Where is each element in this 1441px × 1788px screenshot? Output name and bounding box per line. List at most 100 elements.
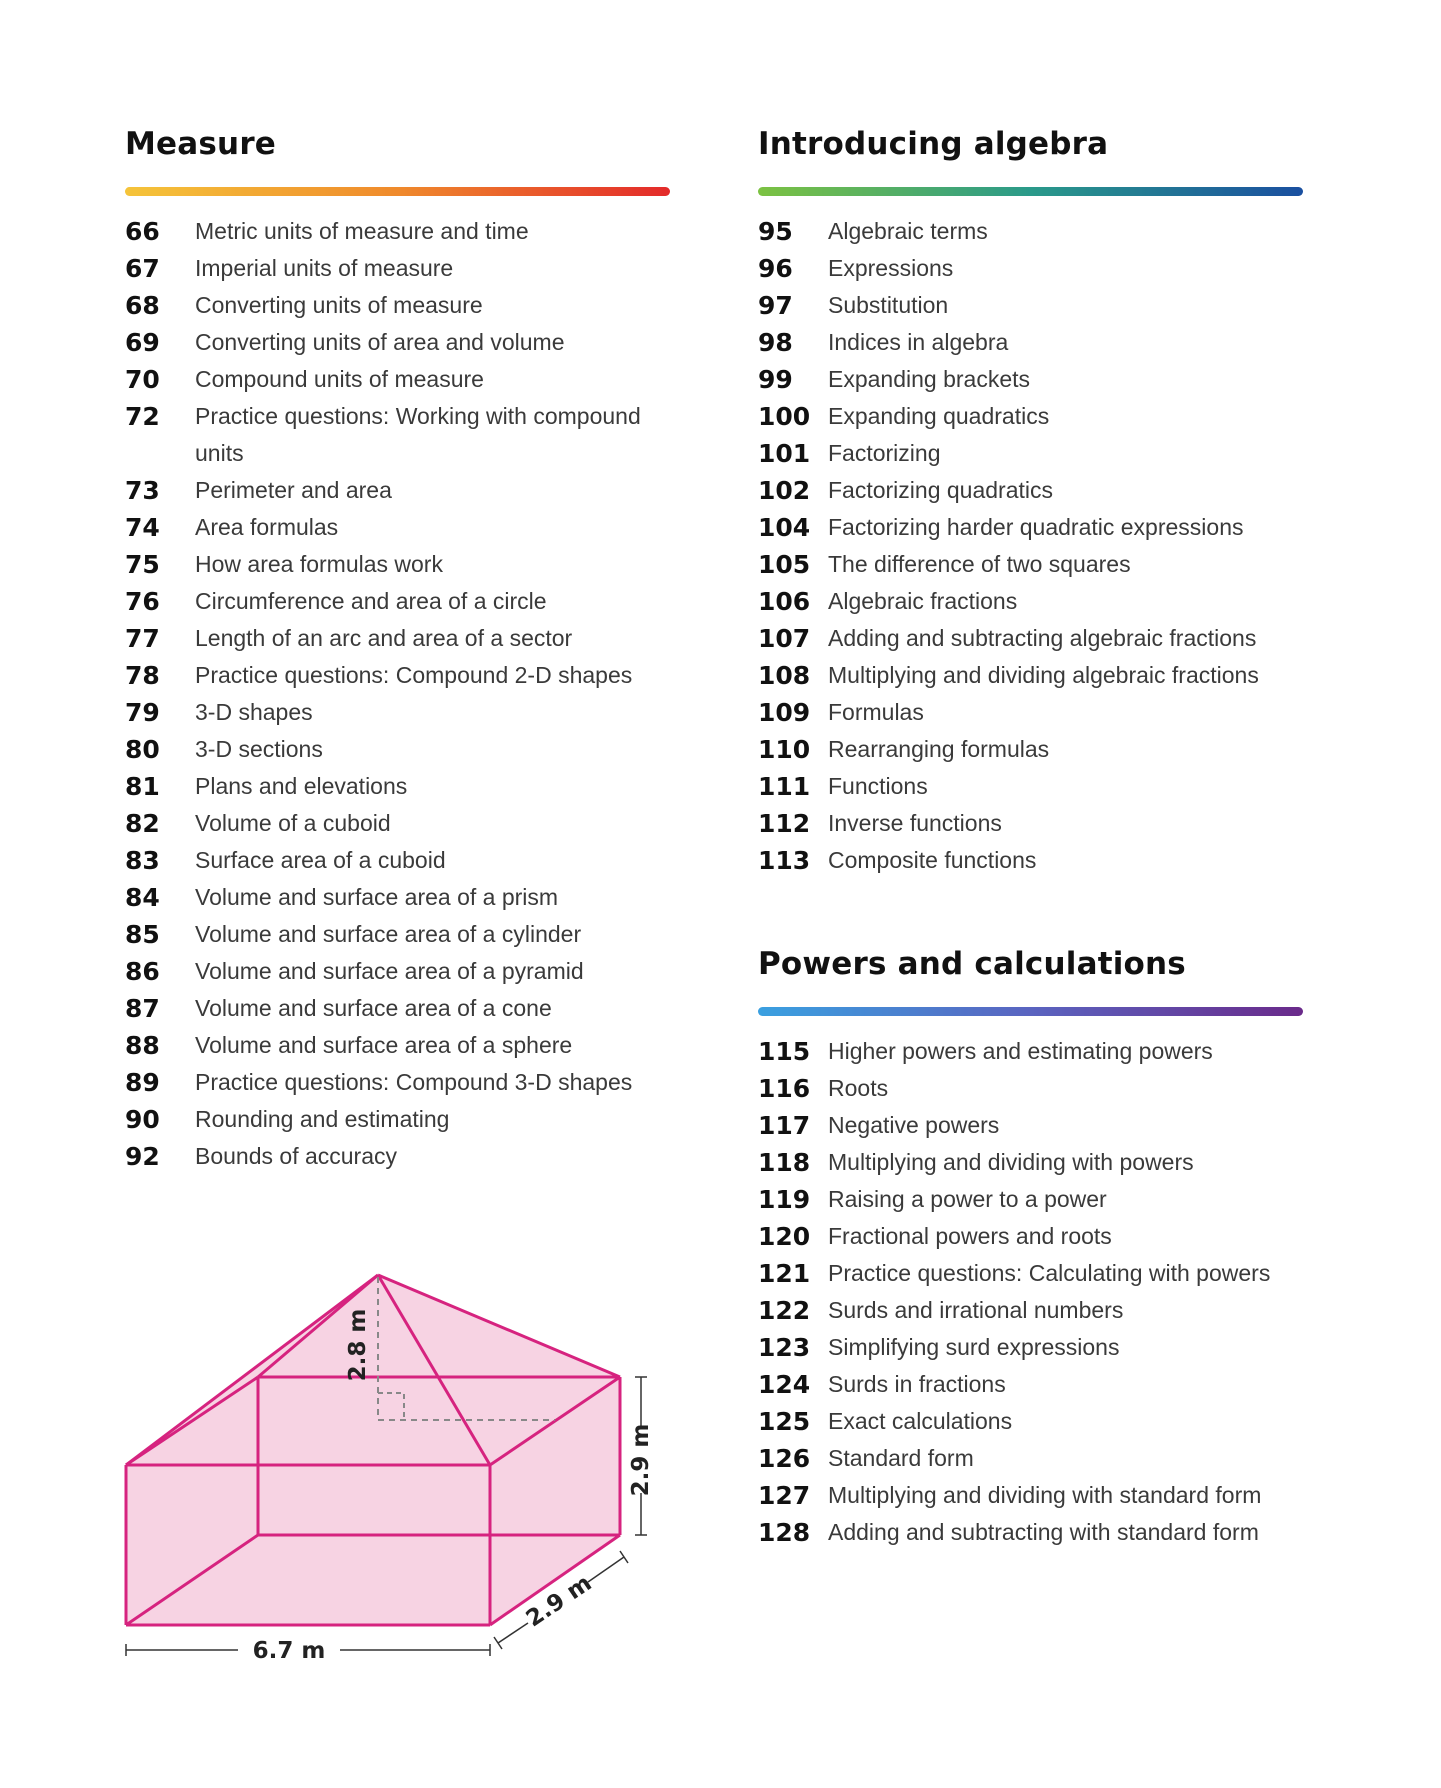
toc-entry: 88 Volume and surface area of a sphere xyxy=(125,1027,670,1064)
toc-entry: 77 Length of an arc and area of a sector xyxy=(125,620,670,657)
page-number: 83 xyxy=(125,846,160,875)
toc-entry: 74 Area formulas xyxy=(125,509,670,546)
entry-title: Practice questions: Calculating with pow… xyxy=(828,1260,1271,1286)
page-number: 104 xyxy=(758,513,811,542)
section-bar-measure xyxy=(125,187,670,196)
page-number: 115 xyxy=(758,1037,811,1066)
page-number: 128 xyxy=(758,1518,811,1547)
entry-title: Algebraic fractions xyxy=(828,588,1018,614)
entry-title: Volume of a cuboid xyxy=(195,810,391,836)
toc-entry: 108 Multiplying and dividing algebraic fr… xyxy=(758,657,1303,694)
toc-entry: 120 Fractional powers and roots xyxy=(758,1218,1303,1255)
section-measure: Measure 66 Metric units of measure and ti… xyxy=(125,124,670,1175)
entry-title: 3-D shapes xyxy=(195,699,313,725)
page-number: 96 xyxy=(758,254,793,283)
page-number: 110 xyxy=(758,735,811,764)
entry-title: Adding and subtracting algebraic fractio… xyxy=(828,625,1257,651)
entry-list-measure: 66 Metric units of measure and time 67 Impe… xyxy=(125,213,670,1175)
toc-entry: 80 3-D sections xyxy=(125,731,670,768)
toc-entry: 90 Rounding and estimating xyxy=(125,1101,670,1138)
toc-entry: 127 Multiplying and dividing with standar… xyxy=(758,1477,1303,1514)
page-number: 78 xyxy=(125,661,160,690)
toc-entry: 85 Volume and surface area of a cylinder xyxy=(125,916,670,953)
entry-title: Practice questions: Working with compoun… xyxy=(195,403,641,466)
entry-title: Roots xyxy=(828,1075,889,1101)
page-number: 92 xyxy=(125,1142,160,1171)
toc-entry: 105 The difference of two squares xyxy=(758,546,1303,583)
entry-list-algebra: 95 Algebraic terms 96 Expressions 97 Substitu… xyxy=(758,213,1303,879)
page-number: 87 xyxy=(125,994,160,1023)
label-pyramid-height: 2.8 m xyxy=(345,1309,371,1382)
entry-title: Functions xyxy=(828,773,928,799)
toc-entry: 106 Algebraic fractions xyxy=(758,583,1303,620)
page-number: 118 xyxy=(758,1148,811,1177)
entry-title: Practice questions: Compound 3-D shapes xyxy=(195,1069,633,1095)
toc-entry: 121 Practice questions: Calculating with … xyxy=(758,1255,1303,1292)
entry-title: Exact calculations xyxy=(828,1408,1013,1434)
page-number: 66 xyxy=(125,217,160,246)
page-number: 119 xyxy=(758,1185,811,1214)
page-number: 77 xyxy=(125,624,160,653)
page-number: 84 xyxy=(125,883,160,912)
page-number: 70 xyxy=(125,365,160,394)
toc-entry: 73 Perimeter and area xyxy=(125,472,670,509)
toc-entry: 118 Multiplying and dividing with powers xyxy=(758,1144,1303,1181)
page-number: 126 xyxy=(758,1444,811,1473)
toc-entry: 92 Bounds of accuracy xyxy=(125,1138,670,1175)
page-number: 107 xyxy=(758,624,811,653)
section-title-algebra: Introducing algebra xyxy=(758,126,1109,162)
toc-entry: 101 Factorizing xyxy=(758,435,1303,472)
page-number: 106 xyxy=(758,587,811,616)
toc-entry: 72 Practice questions: Working with compo… xyxy=(125,398,670,472)
page-number: 67 xyxy=(125,254,160,283)
toc-entry: 112 Inverse functions xyxy=(758,805,1303,842)
entry-title: Volume and surface area of a sphere xyxy=(195,1032,573,1058)
entry-title: Surface area of a cuboid xyxy=(195,847,446,873)
entry-title: Imperial units of measure xyxy=(195,255,454,281)
toc-entry: 79 3-D shapes xyxy=(125,694,670,731)
section-bar-powers xyxy=(758,1007,1303,1016)
entry-title: Practice questions: Compound 2-D shapes xyxy=(195,662,633,688)
toc-entry: 76 Circumference and area of a circle xyxy=(125,583,670,620)
toc-entry: 124 Surds in fractions xyxy=(758,1366,1303,1403)
toc-entry: 113 Composite functions xyxy=(758,842,1303,879)
section-powers: Powers and calculations 115 Higher powers… xyxy=(758,944,1303,1551)
page-number: 123 xyxy=(758,1333,811,1362)
entry-title: Perimeter and area xyxy=(195,477,392,503)
toc-entry: 83 Surface area of a cuboid xyxy=(125,842,670,879)
entry-title: Substitution xyxy=(828,292,949,318)
entry-title: How area formulas work xyxy=(195,551,443,577)
toc-entry: 110 Rearranging formulas xyxy=(758,731,1303,768)
toc-entry: 123 Simplifying surd expressions xyxy=(758,1329,1303,1366)
entry-title: Surds in fractions xyxy=(828,1371,1006,1397)
page-number: 98 xyxy=(758,328,793,357)
entry-title: Expressions xyxy=(828,255,954,281)
page-number: 102 xyxy=(758,476,811,505)
page-number: 108 xyxy=(758,661,811,690)
entry-title: Higher powers and estimating powers xyxy=(828,1038,1213,1064)
toc-entry: 86 Volume and surface area of a pyramid xyxy=(125,953,670,990)
toc-entry: 78 Practice questions: Compound 2-D shape… xyxy=(125,657,670,694)
page-number: 113 xyxy=(758,846,811,875)
entry-title: Formulas xyxy=(828,699,924,725)
entry-title: Rearranging formulas xyxy=(828,736,1050,762)
entry-title: Bounds of accuracy xyxy=(195,1143,398,1169)
page-number: 116 xyxy=(758,1074,811,1103)
label-side-height: 2.9 m xyxy=(628,1424,654,1497)
page-number: 74 xyxy=(125,513,160,542)
page-number: 68 xyxy=(125,291,160,320)
entry-title: Surds and irrational numbers xyxy=(828,1297,1124,1323)
entry-title: Expanding quadratics xyxy=(828,403,1050,429)
page-number: 76 xyxy=(125,587,160,616)
entry-title: Compound units of measure xyxy=(195,366,484,392)
toc-entry: 116 Roots xyxy=(758,1070,1303,1107)
entry-title: Standard form xyxy=(828,1445,974,1471)
toc-entry: 104 Factorizing harder quadratic expressi… xyxy=(758,509,1303,546)
toc-entry: 66 Metric units of measure and time xyxy=(125,213,670,250)
entry-title: Volume and surface area of a prism xyxy=(195,884,559,910)
section-title-powers: Powers and calculations xyxy=(758,946,1186,982)
entry-title: Plans and elevations xyxy=(195,773,408,799)
entry-title: Length of an arc and area of a sector xyxy=(195,625,573,651)
section-bar-algebra xyxy=(758,187,1303,196)
toc-entry: 122 Surds and irrational numbers xyxy=(758,1292,1303,1329)
